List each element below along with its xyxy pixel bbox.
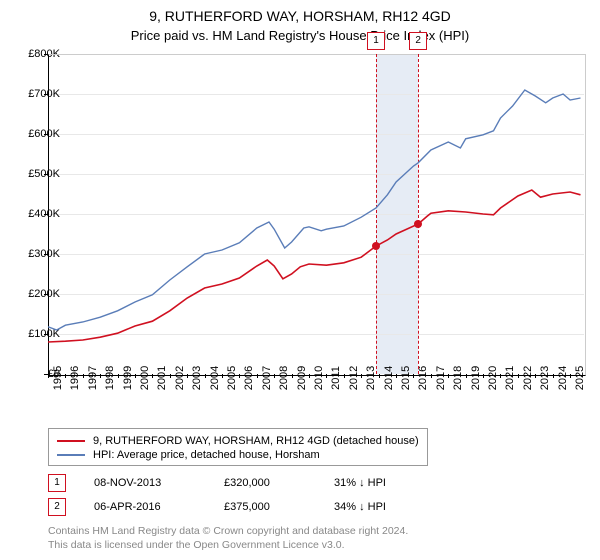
sale-date: 06-APR-2016 — [94, 501, 224, 513]
sale-row: 2 06-APR-2016 £375,000 34% ↓ HPI — [48, 498, 386, 516]
top-marker: 2 — [409, 32, 427, 50]
sale-dot — [414, 220, 422, 228]
sale-price: £375,000 — [224, 501, 334, 513]
chart-container: 9, RUTHERFORD WAY, HORSHAM, RH12 4GD Pri… — [0, 0, 600, 560]
sale-diff: 31% ↓ HPI — [334, 477, 386, 489]
legend-label: HPI: Average price, detached house, Hors… — [93, 449, 320, 461]
sale-marker-box: 1 — [48, 474, 66, 492]
top-marker: 1 — [367, 32, 385, 50]
sale-date: 08-NOV-2013 — [94, 477, 224, 489]
page-title: 9, RUTHERFORD WAY, HORSHAM, RH12 4GD — [0, 0, 600, 24]
sale-price: £320,000 — [224, 477, 334, 489]
sale-row: 1 08-NOV-2013 £320,000 31% ↓ HPI — [48, 474, 386, 492]
attribution: Contains HM Land Registry data © Crown c… — [48, 524, 408, 552]
sale-marker-box: 2 — [48, 498, 66, 516]
legend-swatch — [57, 440, 85, 442]
legend: 9, RUTHERFORD WAY, HORSHAM, RH12 4GD (de… — [48, 428, 428, 466]
series-price_paid — [48, 190, 581, 342]
legend-item: 9, RUTHERFORD WAY, HORSHAM, RH12 4GD (de… — [57, 435, 419, 447]
attribution-line: Contains HM Land Registry data © Crown c… — [48, 524, 408, 538]
line-series — [48, 54, 584, 374]
series-hpi — [48, 90, 581, 330]
sale-diff: 34% ↓ HPI — [334, 501, 386, 513]
legend-label: 9, RUTHERFORD WAY, HORSHAM, RH12 4GD (de… — [93, 435, 419, 447]
legend-item: HPI: Average price, detached house, Hors… — [57, 449, 419, 461]
page-subtitle: Price paid vs. HM Land Registry's House … — [0, 24, 600, 49]
sale-dot — [372, 242, 380, 250]
legend-swatch — [57, 454, 85, 456]
attribution-line: This data is licensed under the Open Gov… — [48, 538, 408, 552]
